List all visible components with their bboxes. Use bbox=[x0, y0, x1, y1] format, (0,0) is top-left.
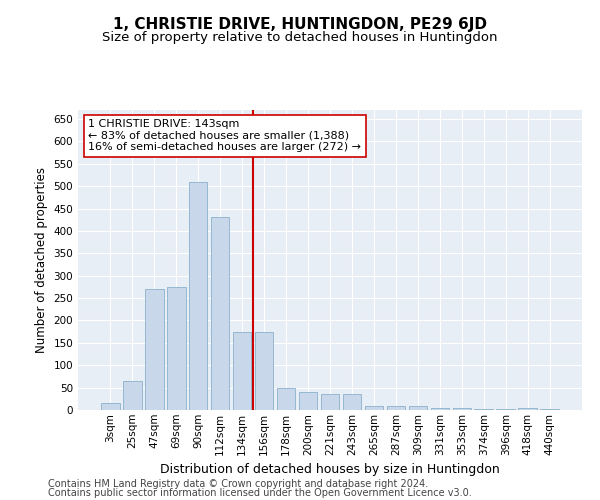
X-axis label: Distribution of detached houses by size in Huntingdon: Distribution of detached houses by size … bbox=[160, 463, 500, 476]
Bar bbox=[518, 408, 537, 410]
Bar bbox=[475, 409, 493, 410]
Bar bbox=[101, 404, 119, 410]
Bar bbox=[277, 388, 295, 410]
Bar bbox=[386, 406, 405, 410]
Bar bbox=[145, 289, 164, 410]
Bar bbox=[541, 409, 559, 410]
Text: Size of property relative to detached houses in Huntingdon: Size of property relative to detached ho… bbox=[102, 31, 498, 44]
Bar bbox=[299, 392, 317, 410]
Bar bbox=[496, 409, 515, 410]
Text: 1, CHRISTIE DRIVE, HUNTINGDON, PE29 6JD: 1, CHRISTIE DRIVE, HUNTINGDON, PE29 6JD bbox=[113, 18, 487, 32]
Bar bbox=[233, 332, 251, 410]
Bar bbox=[255, 332, 274, 410]
Y-axis label: Number of detached properties: Number of detached properties bbox=[35, 167, 48, 353]
Text: Contains HM Land Registry data © Crown copyright and database right 2024.: Contains HM Land Registry data © Crown c… bbox=[48, 479, 428, 489]
Bar bbox=[320, 394, 340, 410]
Text: 1 CHRISTIE DRIVE: 143sqm
← 83% of detached houses are smaller (1,388)
16% of sem: 1 CHRISTIE DRIVE: 143sqm ← 83% of detach… bbox=[88, 119, 361, 152]
Bar bbox=[365, 406, 383, 410]
Bar bbox=[123, 381, 142, 410]
Bar bbox=[343, 394, 361, 410]
Text: Contains public sector information licensed under the Open Government Licence v3: Contains public sector information licen… bbox=[48, 488, 472, 498]
Bar bbox=[431, 408, 449, 410]
Bar bbox=[189, 182, 208, 410]
Bar bbox=[211, 218, 229, 410]
Bar bbox=[167, 287, 185, 410]
Bar bbox=[409, 406, 427, 410]
Bar bbox=[452, 408, 471, 410]
